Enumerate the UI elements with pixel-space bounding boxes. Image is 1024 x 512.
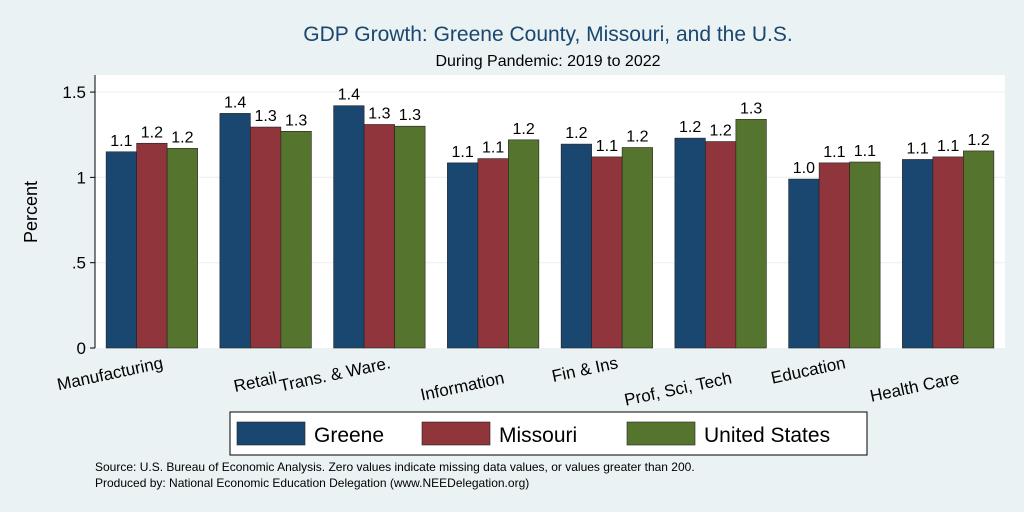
bar-greene (788, 178, 820, 349)
bar-value-label: 1.1 (823, 144, 845, 161)
legend-label: United States (704, 424, 830, 447)
x-category-label: Retail (232, 368, 278, 396)
bar-united-states (166, 148, 198, 349)
bar-greene (447, 162, 479, 349)
bar-missouri (250, 126, 282, 349)
bar-value-label: 1.1 (110, 133, 132, 150)
bar-value-label: 1.2 (626, 129, 648, 146)
bar-united-states (849, 161, 881, 349)
legend-label: Missouri (499, 424, 577, 447)
bar-united-states (735, 119, 767, 349)
bar-greene (674, 137, 706, 349)
bar-value-label: 1.1 (596, 138, 618, 155)
bar-value-label: 1.3 (399, 107, 421, 124)
bar-united-states (508, 139, 540, 349)
bar-value-label: 1.1 (907, 140, 929, 157)
bar-greene (219, 113, 251, 349)
bar-value-label: 1.2 (171, 129, 193, 146)
legend-swatch (236, 421, 306, 446)
bar-missouri (705, 141, 737, 349)
bar-greene (105, 151, 137, 349)
y-tick-label: .5 (72, 254, 86, 273)
bar-missouri (591, 156, 623, 349)
x-category-label: Manufacturing (55, 353, 164, 394)
chart-subtitle: During Pandemic: 2019 to 2022 (435, 53, 660, 70)
bar-value-label: 1.3 (740, 100, 762, 117)
x-category-label: Trans. & Ware. (278, 353, 393, 395)
bar-value-label: 1.2 (968, 132, 990, 149)
bar-value-label: 1.2 (710, 123, 732, 140)
bar-united-states (280, 131, 312, 349)
x-category-label: Prof, Sci, Tech (623, 368, 734, 409)
bar-missouri (363, 124, 395, 349)
legend-label: Greene (314, 424, 384, 447)
bar-value-label: 1.3 (285, 112, 307, 129)
bar-value-label: 1.1 (452, 144, 474, 161)
bar-greene (560, 143, 592, 349)
bar-missouri (477, 158, 509, 349)
y-axis-ticks: 0 .5 1 1.5 (62, 83, 95, 358)
bar-value-label: 1.4 (224, 94, 246, 111)
x-axis-labels: Manufacturing Retail Trans. & Ware. Informa… (55, 353, 961, 409)
bar-value-label: 1.4 (338, 87, 360, 104)
x-category-label: Fin & Ins (550, 353, 620, 386)
bar-missouri (818, 162, 850, 349)
bar-value-label: 1.3 (255, 108, 277, 125)
y-tick-label: 0 (77, 339, 86, 358)
bar-value-label: 1.2 (679, 119, 701, 136)
bar-missouri (932, 156, 964, 349)
bar-value-label: 1.1 (482, 140, 504, 157)
x-category-label: Information (419, 368, 506, 404)
bar-united-states (963, 150, 995, 349)
legend-swatch (421, 421, 491, 446)
y-tick-label: 1.5 (62, 83, 86, 102)
legend: Greene Missouri United States (229, 411, 868, 456)
bar-value-label: 1.1 (854, 143, 876, 160)
y-tick-label: 1 (77, 168, 86, 187)
produced-by-note: Produced by: National Economic Education… (95, 476, 529, 490)
x-category-label: Health Care (868, 368, 961, 405)
bar-value-label: 1.0 (793, 160, 815, 177)
bars-group (105, 105, 995, 349)
bar-greene (333, 105, 365, 349)
bar-united-states (394, 125, 426, 349)
bar-value-label: 1.2 (141, 124, 163, 141)
legend-swatch (626, 421, 696, 446)
bar-united-states (621, 147, 653, 349)
chart-title: GDP Growth: Greene County, Missouri, and… (303, 23, 792, 46)
bar-value-label: 1.1 (937, 138, 959, 155)
bar-greene (902, 159, 934, 349)
bar-value-label: 1.3 (368, 105, 390, 122)
source-note: Source: U.S. Bureau of Economic Analysis… (95, 460, 695, 474)
legend-box (229, 411, 868, 456)
bar-missouri (136, 142, 168, 349)
x-category-label: Education (769, 353, 847, 387)
bar-value-label: 1.2 (513, 121, 535, 138)
data-labels: 1.1 1.2 1.2 1.4 1.3 1.3 1.4 1.3 1.3 1.1 1.1 1.2 1.2 1… (110, 87, 990, 177)
y-axis-label: Percent (21, 181, 41, 243)
bar-value-label: 1.2 (565, 125, 587, 142)
